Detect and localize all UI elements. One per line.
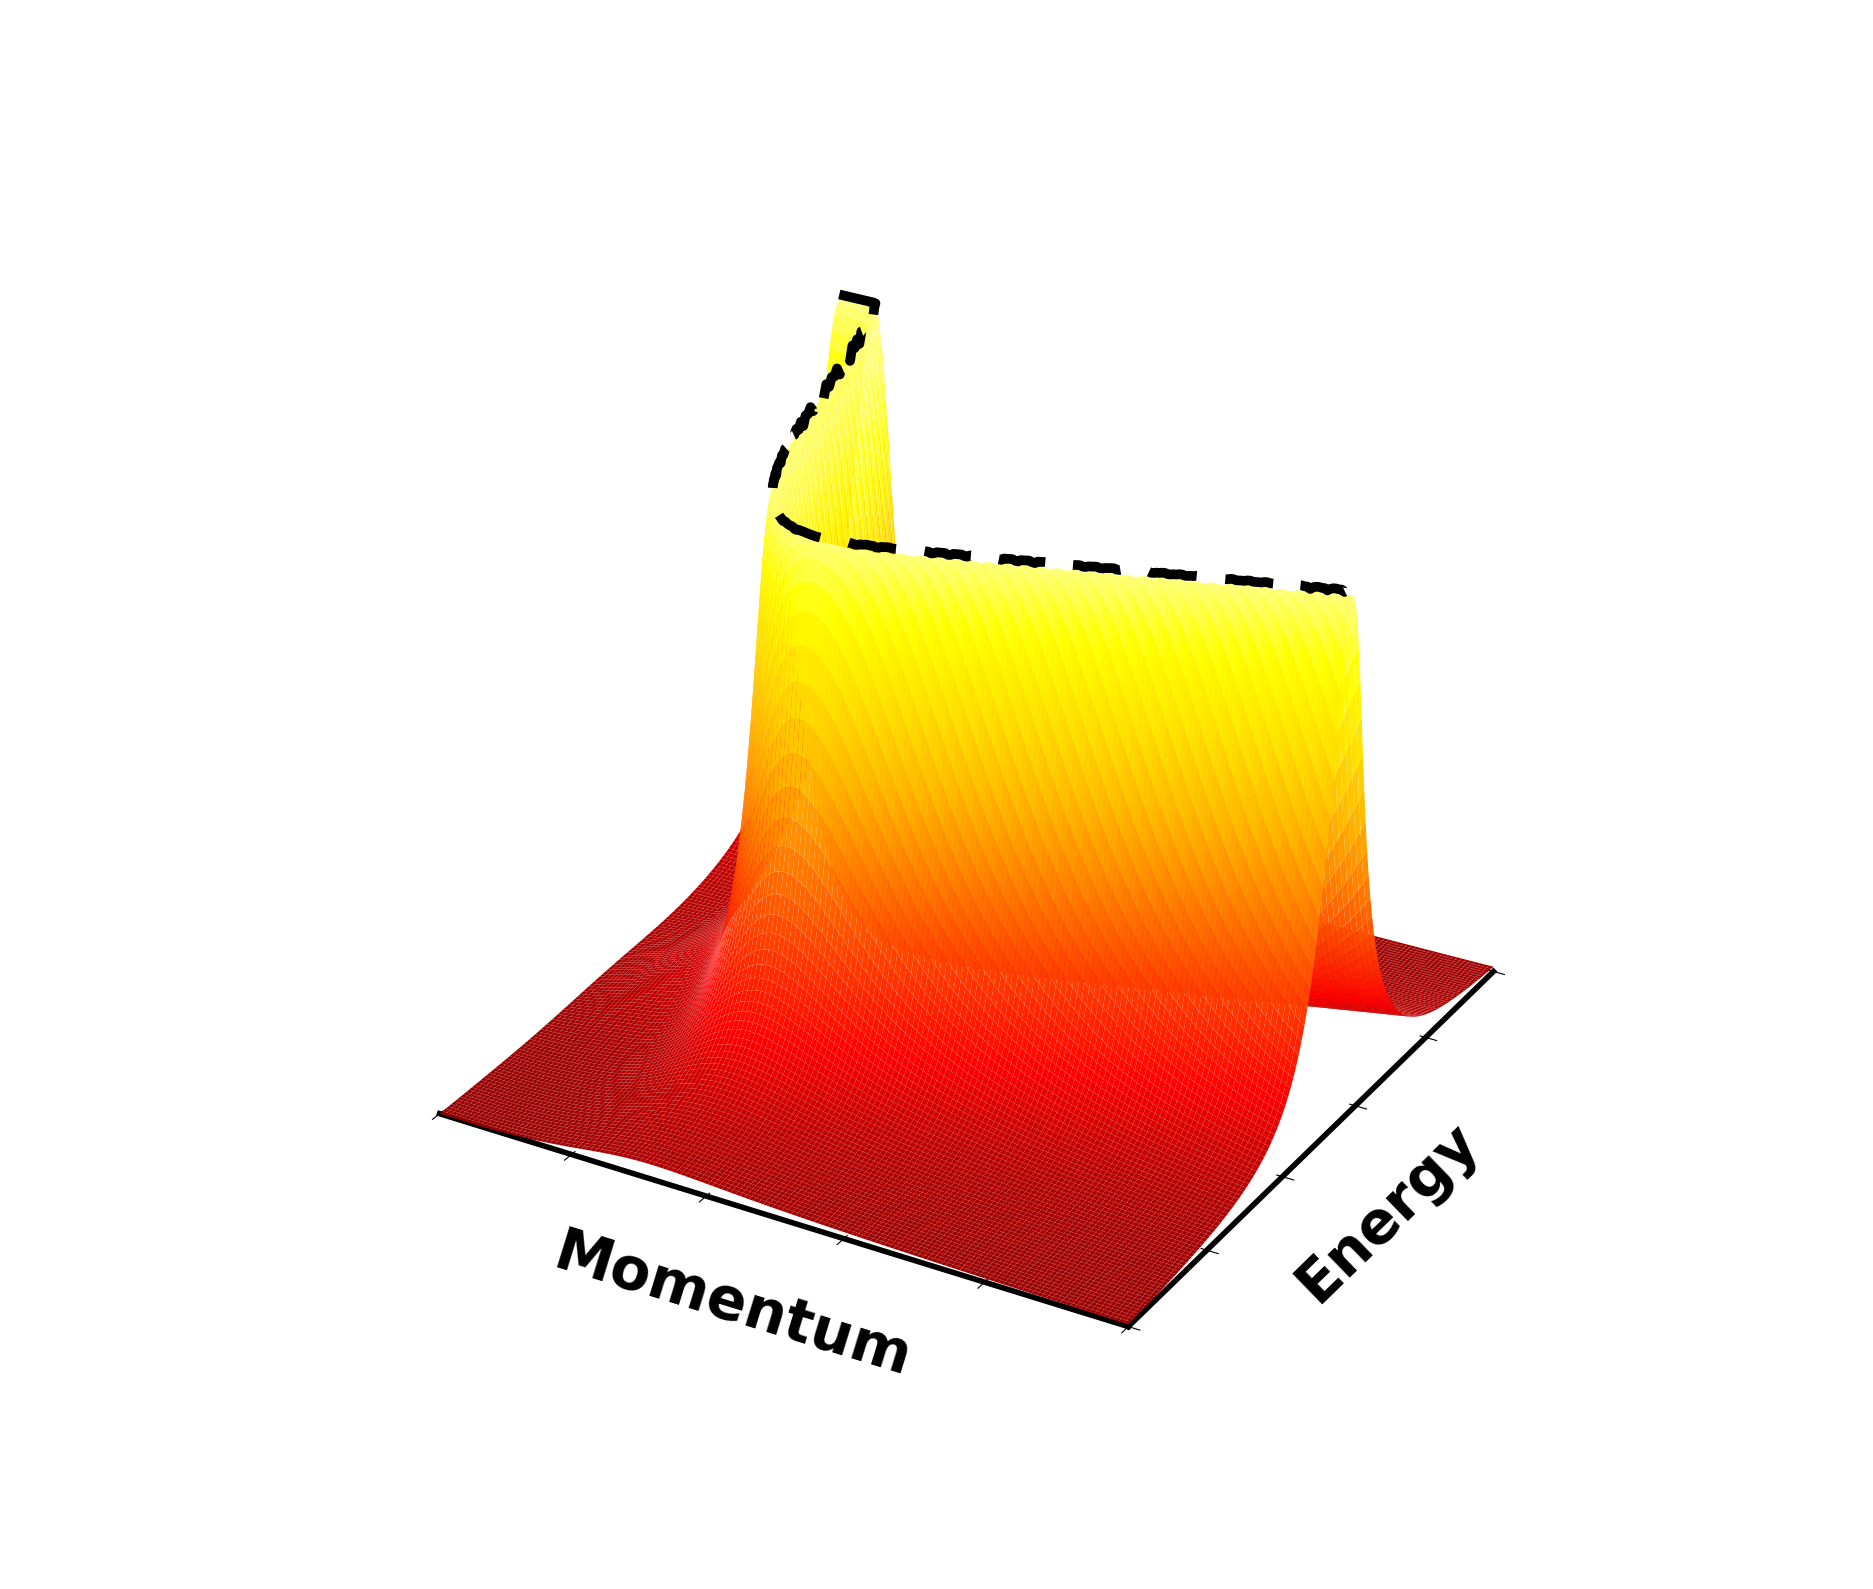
X-axis label: Momentum: Momentum (547, 1225, 918, 1389)
Y-axis label: Energy: Energy (1287, 1112, 1491, 1313)
